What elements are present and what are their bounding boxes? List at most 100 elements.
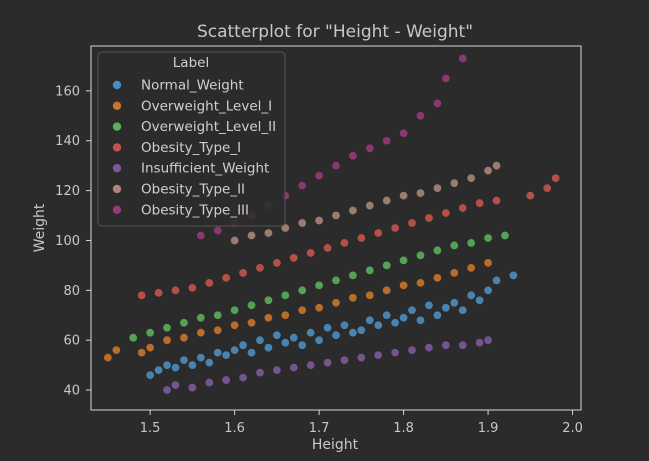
- data-point: [382, 196, 392, 206]
- data-point: [365, 290, 375, 300]
- data-point: [323, 323, 333, 333]
- legend-marker: [112, 142, 122, 153]
- data-point: [128, 333, 138, 343]
- data-point: [263, 343, 273, 353]
- x-tick-label: 1.6: [224, 421, 245, 436]
- data-point: [323, 243, 333, 253]
- data-point: [314, 280, 324, 290]
- data-point: [306, 360, 316, 370]
- legend-item: Obesity_Type_III: [112, 202, 249, 218]
- legend-label: Normal_Weight: [141, 78, 244, 94]
- x-tick-label: 1.5: [140, 421, 161, 436]
- data-point: [170, 285, 180, 295]
- data-point: [323, 358, 333, 368]
- data-point: [432, 273, 442, 283]
- data-point: [415, 250, 425, 260]
- data-point: [407, 345, 417, 355]
- legend-item: Overweight_Level_I: [112, 98, 272, 114]
- y-tick-label: 160: [55, 84, 80, 99]
- data-point: [339, 320, 349, 330]
- data-point: [213, 225, 223, 235]
- data-point: [492, 275, 502, 285]
- x-tick-label: 1.9: [478, 421, 499, 436]
- data-point: [111, 345, 121, 355]
- data-point: [162, 335, 172, 345]
- data-point: [432, 310, 442, 320]
- data-point: [196, 230, 206, 240]
- data-point: [196, 313, 206, 323]
- data-point: [145, 343, 155, 353]
- data-point: [390, 223, 400, 233]
- data-point: [154, 365, 164, 375]
- data-point: [263, 228, 273, 238]
- data-point: [382, 310, 392, 320]
- legend-marker: [112, 101, 122, 111]
- y-tick-label: 140: [55, 134, 80, 149]
- x-ticks-layer: 1.5 1.6 1.7 1.8 1.9 2.0: [140, 410, 583, 436]
- data-point: [255, 335, 265, 345]
- y-tick-label: 100: [55, 234, 80, 249]
- data-point: [432, 183, 442, 193]
- data-point: [441, 303, 451, 313]
- y-ticks-layer: 40 60 80 100 120 140 160: [55, 84, 91, 399]
- data-point: [179, 318, 189, 328]
- legend-label: Insufficient_Weight: [141, 161, 269, 177]
- data-point: [382, 285, 392, 295]
- data-point: [221, 375, 231, 385]
- data-point: [255, 368, 265, 378]
- data-point: [230, 305, 240, 315]
- data-point: [221, 350, 231, 360]
- data-point: [280, 310, 290, 320]
- y-tick-label: 120: [55, 184, 80, 199]
- data-point: [272, 365, 282, 375]
- points-layer: [103, 53, 561, 395]
- legend-label: Obesity_Type_I: [141, 140, 241, 156]
- data-point: [373, 320, 383, 330]
- data-point: [365, 143, 375, 153]
- y-tick-label: 60: [63, 334, 80, 349]
- data-point: [399, 280, 409, 290]
- x-tick-label: 1.8: [393, 421, 414, 436]
- data-point: [331, 161, 341, 171]
- data-point: [441, 340, 451, 350]
- legend-marker: [112, 184, 122, 194]
- legend-item: Normal_Weight: [112, 78, 244, 94]
- legend-marker: [112, 121, 122, 132]
- data-point: [449, 240, 459, 250]
- data-point: [424, 213, 434, 223]
- data-point: [297, 285, 307, 295]
- data-point: [525, 191, 535, 201]
- data-point: [483, 233, 493, 243]
- data-point: [356, 325, 366, 335]
- data-point: [297, 305, 307, 315]
- data-point: [415, 111, 425, 121]
- data-point: [432, 245, 442, 255]
- series-obesity-type-ii: [230, 161, 502, 245]
- legend-title: Label: [173, 55, 209, 71]
- legend: Label Normal_Weight Overweight_Level_I Ove…: [97, 51, 286, 227]
- data-point: [204, 278, 214, 288]
- data-point: [492, 196, 502, 206]
- data-point: [213, 348, 223, 358]
- data-point: [365, 315, 375, 325]
- plot-frame: [90, 45, 582, 411]
- data-point: [162, 385, 172, 395]
- data-point: [289, 253, 299, 263]
- data-point: [170, 363, 180, 373]
- legend-item: Obesity_Type_I: [112, 140, 241, 156]
- data-point: [154, 288, 164, 298]
- y-tick-label: 40: [63, 384, 80, 399]
- data-point: [365, 265, 375, 275]
- data-point: [196, 328, 206, 338]
- data-point: [247, 318, 257, 328]
- chart-title: Scatterplot for "Height - Weight": [197, 22, 473, 42]
- data-point: [179, 355, 189, 365]
- data-point: [466, 238, 476, 248]
- x-tick-label: 1.7: [309, 421, 330, 436]
- data-point: [415, 315, 425, 325]
- data-point: [247, 300, 257, 310]
- data-point: [179, 333, 189, 343]
- data-point: [415, 188, 425, 198]
- data-point: [263, 295, 273, 305]
- series-overweight-level-i: [103, 258, 493, 363]
